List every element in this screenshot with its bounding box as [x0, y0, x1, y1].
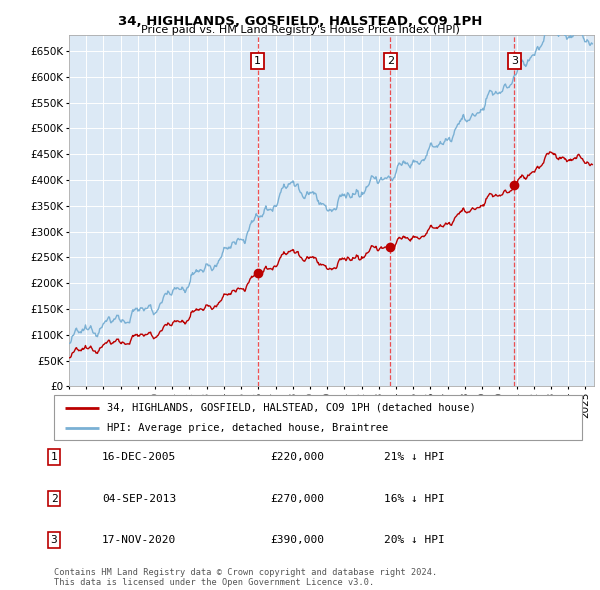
Text: 1: 1: [254, 56, 261, 66]
Text: 3: 3: [50, 535, 58, 545]
Text: Price paid vs. HM Land Registry's House Price Index (HPI): Price paid vs. HM Land Registry's House …: [140, 25, 460, 35]
Text: 34, HIGHLANDS, GOSFIELD, HALSTEAD, CO9 1PH: 34, HIGHLANDS, GOSFIELD, HALSTEAD, CO9 1…: [118, 15, 482, 28]
FancyBboxPatch shape: [54, 395, 582, 440]
Text: 16% ↓ HPI: 16% ↓ HPI: [384, 494, 445, 503]
Text: 04-SEP-2013: 04-SEP-2013: [102, 494, 176, 503]
Text: 2: 2: [50, 494, 58, 503]
Text: £220,000: £220,000: [270, 453, 324, 462]
Text: 20% ↓ HPI: 20% ↓ HPI: [384, 535, 445, 545]
Text: 2: 2: [387, 56, 394, 66]
Text: 21% ↓ HPI: 21% ↓ HPI: [384, 453, 445, 462]
Text: 3: 3: [511, 56, 518, 66]
Text: 1: 1: [50, 453, 58, 462]
Text: 17-NOV-2020: 17-NOV-2020: [102, 535, 176, 545]
Text: £270,000: £270,000: [270, 494, 324, 503]
Text: 16-DEC-2005: 16-DEC-2005: [102, 453, 176, 462]
Text: £390,000: £390,000: [270, 535, 324, 545]
Text: 34, HIGHLANDS, GOSFIELD, HALSTEAD, CO9 1PH (detached house): 34, HIGHLANDS, GOSFIELD, HALSTEAD, CO9 1…: [107, 403, 476, 412]
Text: HPI: Average price, detached house, Braintree: HPI: Average price, detached house, Brai…: [107, 424, 388, 434]
Text: This data is licensed under the Open Government Licence v3.0.: This data is licensed under the Open Gov…: [54, 578, 374, 587]
Text: Contains HM Land Registry data © Crown copyright and database right 2024.: Contains HM Land Registry data © Crown c…: [54, 568, 437, 576]
